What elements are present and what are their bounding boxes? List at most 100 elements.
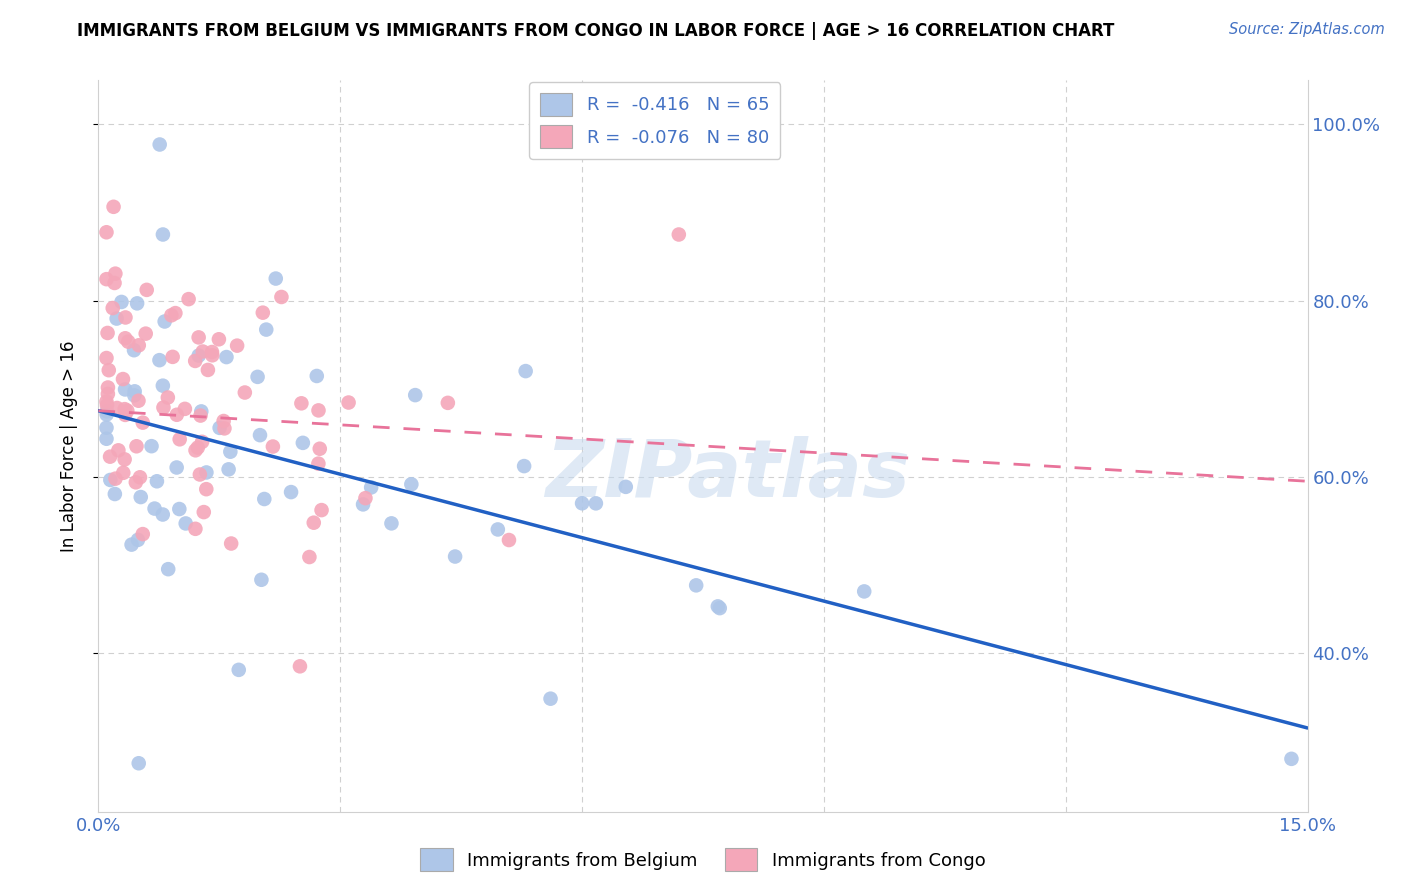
- Point: [114, 310, 136, 325]
- Point: [250, 573, 273, 587]
- Point: [114, 402, 136, 417]
- Point: [191, 434, 214, 449]
- Point: [253, 491, 276, 506]
- Point: [135, 283, 157, 297]
- Point: [157, 562, 180, 576]
- Point: [105, 401, 128, 415]
- Point: [685, 578, 707, 592]
- Point: [135, 326, 157, 341]
- Point: [107, 443, 129, 458]
- Point: [165, 306, 187, 320]
- Point: [208, 421, 231, 435]
- Point: [160, 308, 183, 322]
- Point: [219, 536, 242, 550]
- Point: [311, 503, 333, 517]
- Point: [127, 533, 149, 547]
- Point: [96, 394, 118, 409]
- Point: [498, 533, 520, 547]
- Point: [104, 267, 127, 281]
- Point: [401, 477, 423, 491]
- Point: [249, 428, 271, 442]
- Point: [212, 414, 235, 428]
- Point: [291, 435, 314, 450]
- Point: [195, 482, 218, 496]
- Point: [128, 756, 150, 771]
- Point: [169, 432, 191, 446]
- Point: [218, 462, 240, 476]
- Point: [228, 663, 250, 677]
- Point: [124, 384, 146, 399]
- Point: [97, 363, 120, 377]
- Point: [153, 314, 176, 328]
- Point: [201, 345, 224, 359]
- Point: [280, 485, 302, 500]
- Point: [191, 344, 214, 359]
- Point: [380, 516, 402, 531]
- Point: [132, 527, 155, 541]
- Y-axis label: In Labor Force | Age > 16: In Labor Force | Age > 16: [59, 340, 77, 552]
- Point: [264, 271, 287, 285]
- Point: [105, 311, 128, 326]
- Point: [114, 331, 136, 345]
- Point: [308, 442, 330, 456]
- Point: [152, 508, 174, 522]
- Point: [513, 459, 536, 474]
- Point: [174, 516, 197, 531]
- Text: ZIPatlas: ZIPatlas: [544, 436, 910, 515]
- Point: [98, 450, 121, 464]
- Point: [190, 409, 212, 423]
- Point: [270, 290, 292, 304]
- Point: [1281, 752, 1303, 766]
- Point: [668, 227, 690, 242]
- Text: IMMIGRANTS FROM BELGIUM VS IMMIGRANTS FROM CONGO IN LABOR FORCE | AGE > 16 CORRE: IMMIGRANTS FROM BELGIUM VS IMMIGRANTS FR…: [77, 22, 1115, 40]
- Point: [352, 497, 374, 511]
- Point: [184, 443, 207, 458]
- Point: [97, 380, 120, 394]
- Point: [143, 501, 166, 516]
- Point: [177, 292, 200, 306]
- Point: [201, 348, 224, 362]
- Point: [103, 276, 125, 290]
- Point: [585, 496, 607, 510]
- Point: [187, 441, 209, 455]
- Point: [114, 383, 136, 397]
- Point: [571, 496, 593, 510]
- Point: [288, 659, 311, 673]
- Point: [111, 372, 134, 386]
- Point: [101, 301, 124, 315]
- Point: [187, 330, 209, 344]
- Point: [122, 343, 145, 358]
- Point: [121, 538, 143, 552]
- Point: [184, 522, 207, 536]
- Legend: Immigrants from Belgium, Immigrants from Congo: Immigrants from Belgium, Immigrants from…: [413, 841, 993, 879]
- Point: [104, 472, 127, 486]
- Point: [96, 225, 118, 239]
- Point: [96, 272, 118, 286]
- Point: [96, 351, 118, 365]
- Point: [208, 332, 231, 346]
- Point: [132, 416, 155, 430]
- Point: [117, 334, 139, 349]
- Point: [117, 403, 139, 417]
- Point: [110, 295, 132, 310]
- Point: [252, 306, 274, 320]
- Point: [853, 584, 876, 599]
- Point: [262, 440, 284, 454]
- Point: [219, 444, 242, 458]
- Point: [354, 491, 377, 505]
- Point: [146, 475, 169, 489]
- Point: [104, 487, 127, 501]
- Point: [166, 408, 188, 422]
- Point: [124, 388, 146, 402]
- Point: [141, 439, 163, 453]
- Point: [444, 549, 467, 564]
- Legend: R =  ⁠-0.416⁠   N = 65, R =  ⁠-0.076⁠   N = 80: R = ⁠-0.416⁠ N = 65, R = ⁠-0.076⁠ N = 80: [529, 82, 780, 159]
- Point: [96, 432, 118, 446]
- Point: [437, 396, 460, 410]
- Point: [152, 227, 174, 242]
- Point: [127, 393, 149, 408]
- Point: [162, 350, 184, 364]
- Point: [188, 467, 211, 482]
- Point: [128, 338, 150, 352]
- Point: [127, 296, 149, 310]
